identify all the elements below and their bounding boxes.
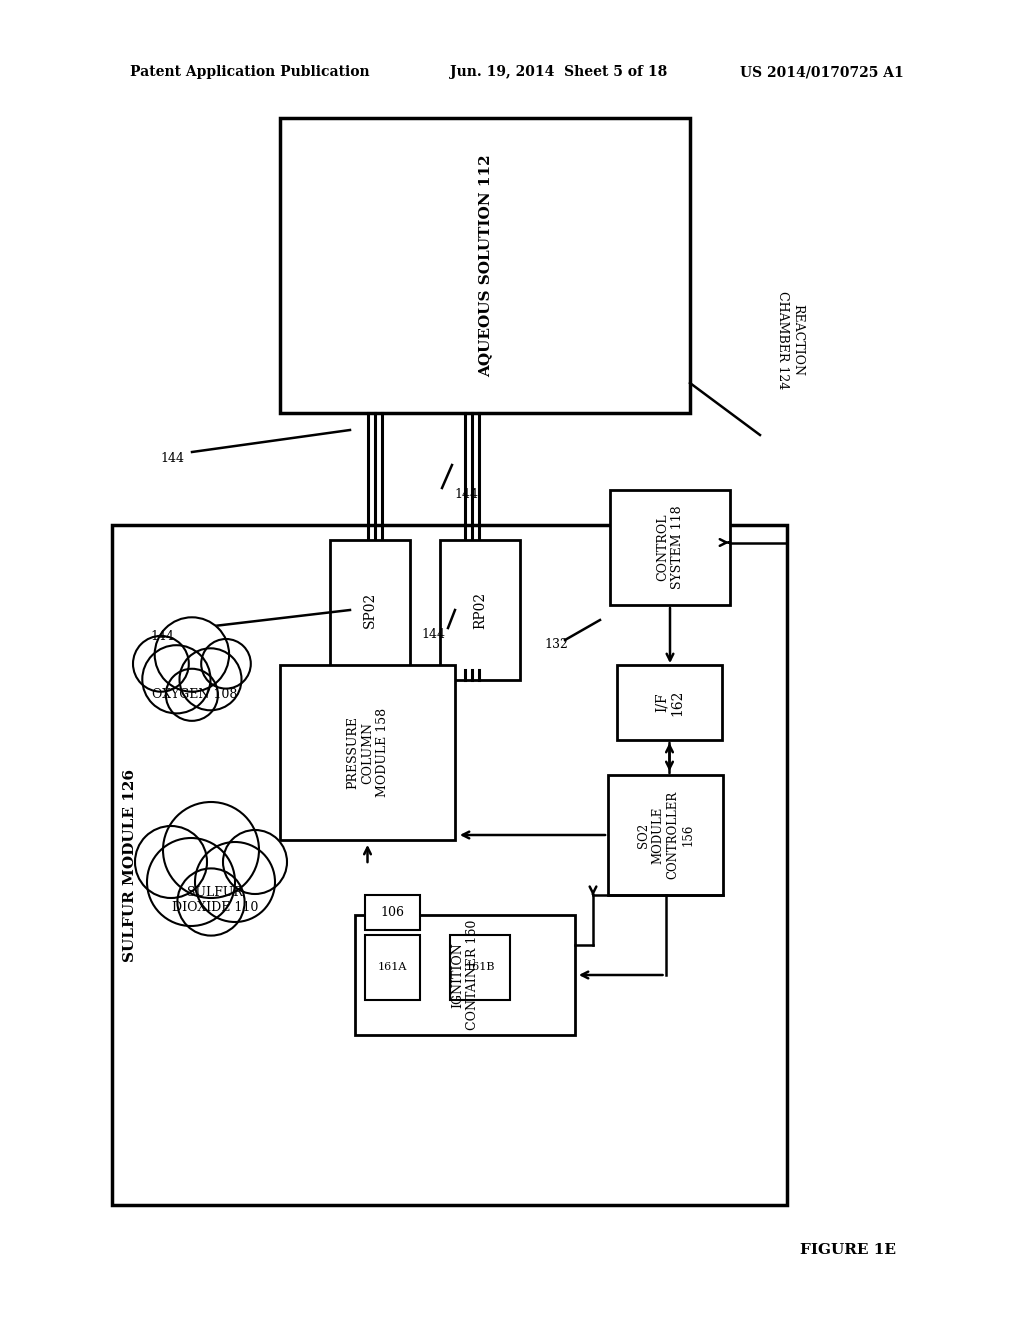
- Text: SP02: SP02: [362, 591, 377, 628]
- Bar: [610, 490, 730, 605]
- Bar: [440, 540, 520, 680]
- Circle shape: [142, 645, 211, 713]
- Text: SO2
MODULE
CONTROLLER
156: SO2 MODULE CONTROLLER 156: [637, 791, 694, 879]
- Circle shape: [163, 803, 259, 898]
- Text: 144: 144: [421, 627, 445, 640]
- Text: US 2014/0170725 A1: US 2014/0170725 A1: [740, 65, 904, 79]
- Bar: [330, 540, 410, 680]
- Text: IGNITION
CONTAINER 160: IGNITION CONTAINER 160: [451, 920, 479, 1030]
- Bar: [365, 935, 420, 1001]
- Text: Patent Application Publication: Patent Application Publication: [130, 65, 370, 79]
- Circle shape: [147, 838, 234, 927]
- Text: FIGURE 1E: FIGURE 1E: [800, 1243, 896, 1257]
- Bar: [355, 915, 575, 1035]
- Text: 144: 144: [150, 630, 174, 643]
- Text: 144: 144: [160, 451, 184, 465]
- Bar: [608, 775, 723, 895]
- Circle shape: [155, 618, 229, 692]
- Text: OXYGEN 108: OXYGEN 108: [153, 689, 238, 701]
- Text: 106: 106: [381, 906, 404, 919]
- Bar: [365, 895, 420, 931]
- Text: AQUEOUS SOLUTION 112: AQUEOUS SOLUTION 112: [478, 154, 492, 376]
- Circle shape: [135, 826, 207, 898]
- Circle shape: [177, 869, 245, 936]
- Text: REACTION
CHAMBER 124: REACTION CHAMBER 124: [776, 290, 804, 389]
- Circle shape: [201, 639, 251, 689]
- Bar: [617, 665, 722, 741]
- Text: 161B: 161B: [465, 962, 495, 973]
- Circle shape: [133, 636, 188, 692]
- Text: 144: 144: [454, 487, 478, 500]
- Circle shape: [195, 842, 275, 921]
- Text: I/F
162: I/F 162: [654, 689, 685, 715]
- Text: CONTROL
SYSTEM 118: CONTROL SYSTEM 118: [656, 506, 684, 589]
- Text: 132: 132: [544, 638, 568, 651]
- Bar: [280, 665, 455, 840]
- Text: RP02: RP02: [473, 591, 487, 628]
- Text: 161A: 161A: [378, 962, 408, 973]
- Bar: [280, 117, 690, 413]
- Circle shape: [179, 648, 242, 710]
- Bar: [450, 935, 510, 1001]
- Bar: [112, 525, 787, 1205]
- Text: PRESSURE
COLUMN
MODULE 158: PRESSURE COLUMN MODULE 158: [346, 708, 389, 797]
- Text: Jun. 19, 2014  Sheet 5 of 18: Jun. 19, 2014 Sheet 5 of 18: [450, 65, 668, 79]
- Circle shape: [166, 669, 218, 721]
- Text: SULFUR
DIOXIDE 110: SULFUR DIOXIDE 110: [172, 886, 258, 913]
- Circle shape: [223, 830, 287, 894]
- Text: SULFUR MODULE 126: SULFUR MODULE 126: [123, 768, 137, 961]
